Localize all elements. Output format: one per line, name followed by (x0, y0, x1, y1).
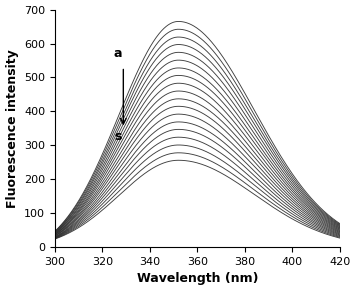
Text: a: a (113, 47, 122, 60)
X-axis label: Wavelength (nm): Wavelength (nm) (137, 272, 258, 285)
Y-axis label: Fluorescence intensity: Fluorescence intensity (6, 49, 19, 208)
Text: s: s (114, 130, 121, 143)
